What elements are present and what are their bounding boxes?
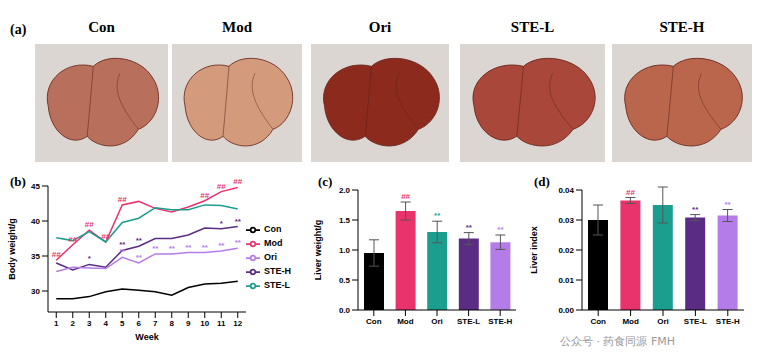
svg-text:Week: Week [135,332,159,342]
svg-text:STE-H: STE-H [716,317,740,326]
svg-text:11: 11 [217,319,226,328]
html-text:Con: Con [264,224,282,235]
svg-text:Mod: Mod [222,19,253,35]
svg-text:**: ** [169,244,176,253]
svg-text:##: ## [68,235,77,244]
svg-text:##: ## [217,182,226,191]
svg-text:Liver weight/g: Liver weight/g [313,220,323,281]
svg-text:Ori: Ori [431,317,443,326]
svg-text:**: ** [466,223,473,232]
svg-text:6: 6 [137,319,142,328]
svg-text:40: 40 [31,217,40,226]
svg-text:STE-H: STE-H [659,19,704,35]
svg-text:STE-L: STE-L [684,317,707,326]
svg-text:**: ** [185,243,192,252]
html-text:公众号 · 药食同源 FMH: 公众号 · 药食同源 FMH [560,335,676,348]
svg-text:STE-L: STE-L [511,19,554,35]
svg-text:0.04: 0.04 [558,186,574,195]
svg-text:2: 2 [71,319,76,328]
svg-text:35: 35 [31,252,40,261]
svg-text:##: ## [52,250,61,259]
svg-text:5: 5 [120,319,125,328]
svg-text:**: ** [119,247,126,256]
svg-text:1: 1 [54,319,59,328]
html-text:STE-H: STE-H [264,266,291,277]
svg-text:**: ** [692,205,699,214]
svg-text:Con: Con [88,19,115,35]
svg-text:12: 12 [233,319,242,328]
svg-text:##: ## [401,192,410,201]
svg-text:##: ## [85,220,94,229]
svg-text:Ori: Ori [369,19,392,35]
svg-text:STE-H: STE-H [488,317,512,326]
svg-text:30: 30 [31,287,40,296]
html-text:(b): (b) [10,174,26,189]
svg-text:9: 9 [186,319,191,328]
html-text:STE-L: STE-L [264,280,290,291]
html-text:Ori: Ori [264,252,277,263]
svg-text:**: ** [235,238,242,247]
html-text:(a): (a) [10,22,27,37]
svg-text:STE-L: STE-L [457,317,480,326]
html-text:Mod: Mod [264,238,283,249]
svg-text:45: 45 [31,182,40,191]
svg-text:##: ## [101,232,110,241]
svg-text:**: ** [136,253,143,262]
svg-text:**: ** [724,200,731,209]
svg-text:8: 8 [170,319,175,328]
html-text:(d): (d) [534,174,550,189]
svg-text:*: * [88,254,92,263]
svg-text:Body weight/g: Body weight/g [7,218,17,280]
svg-text:Liver index: Liver index [529,226,539,274]
svg-text:10: 10 [200,319,209,328]
svg-text:##: ## [118,195,127,204]
svg-text:4: 4 [104,319,109,328]
svg-text:0.03: 0.03 [558,216,574,225]
svg-text:Con: Con [590,317,606,326]
svg-text:**: ** [497,225,504,234]
svg-text:0.02: 0.02 [558,246,574,255]
svg-text:Mod: Mod [622,317,639,326]
svg-text:**: ** [434,211,441,220]
svg-text:0.0: 0.0 [339,306,351,315]
svg-text:**: ** [202,243,209,252]
svg-text:*: * [220,219,224,228]
svg-text:Ori: Ori [657,317,669,326]
svg-text:0.00: 0.00 [558,306,574,315]
svg-text:**: ** [152,244,159,253]
svg-text:1.5: 1.5 [339,216,351,225]
svg-text:0.5: 0.5 [339,276,351,285]
svg-text:7: 7 [153,319,158,328]
svg-text:0.01: 0.01 [558,276,574,285]
svg-text:3: 3 [87,319,92,328]
svg-text:##: ## [233,177,242,186]
svg-text:##: ## [200,191,209,200]
svg-text:Con: Con [366,317,382,326]
svg-text:**: ** [136,236,143,245]
svg-text:##: ## [626,188,635,197]
svg-text:Mod: Mod [397,317,414,326]
svg-text:1.0: 1.0 [339,246,351,255]
html-text:(c): (c) [318,174,333,189]
svg-text:**: ** [218,241,225,250]
svg-text:2.0: 2.0 [339,186,351,195]
svg-text:**: ** [235,217,242,226]
